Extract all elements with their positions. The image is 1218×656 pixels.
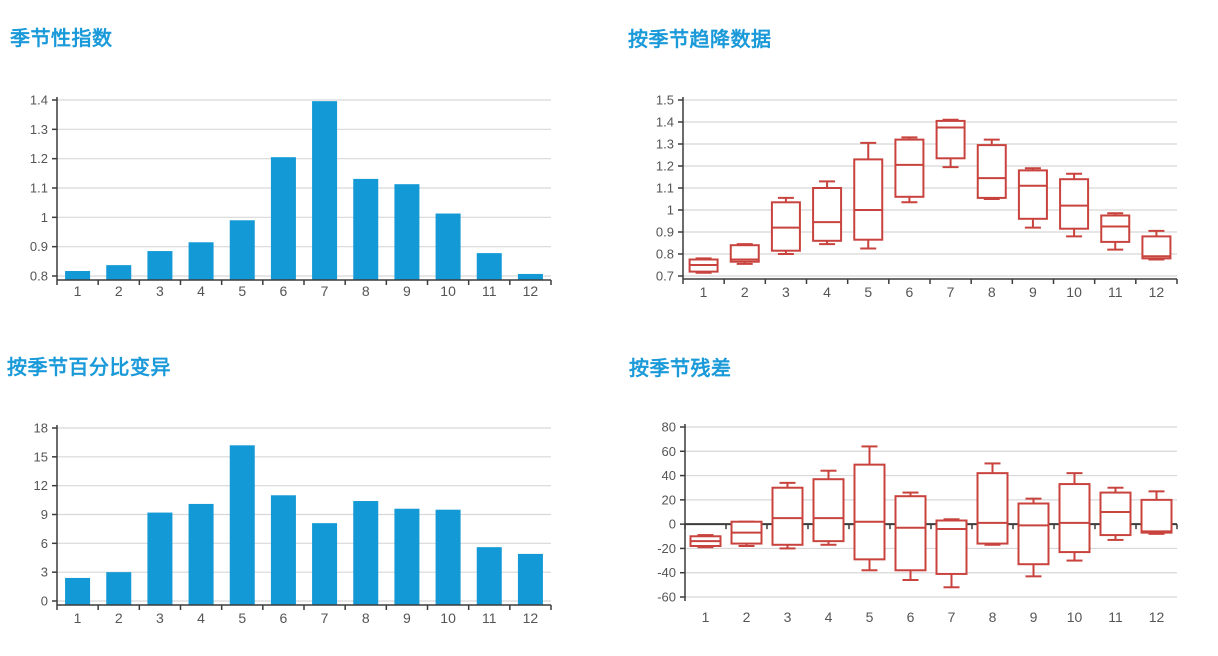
svg-text:6: 6 xyxy=(907,609,915,625)
svg-text:1.4: 1.4 xyxy=(656,115,674,130)
svg-text:80: 80 xyxy=(662,420,676,435)
svg-text:7: 7 xyxy=(947,284,955,300)
svg-text:12: 12 xyxy=(34,478,48,493)
svg-text:1.2: 1.2 xyxy=(30,151,48,166)
svg-text:1: 1 xyxy=(702,609,710,625)
svg-text:9: 9 xyxy=(403,283,411,299)
svg-text:1.3: 1.3 xyxy=(656,137,674,152)
svg-text:4: 4 xyxy=(197,283,205,299)
svg-text:6: 6 xyxy=(906,284,914,300)
chart-detrended-by-season: 按季节趋降数据 0.7 0.8 0.9 1 1.1 1.2 1.3 1.4 1.5 1 2 3 4 5 6 7… xyxy=(609,0,1218,328)
chart-title-seasonal-index: 季节性指数 xyxy=(10,28,113,50)
chart-seasonal-index: 季节性指数 0.8 0.9 1 1.1 1.2 1.3 1.4 1 2 3 4 5 6 7 8 9 10 11 12 xyxy=(0,0,609,328)
svg-text:0: 0 xyxy=(41,594,48,609)
svg-text:1.1: 1.1 xyxy=(30,181,48,196)
svg-text:5: 5 xyxy=(238,283,246,299)
svg-text:8: 8 xyxy=(362,610,370,626)
svg-text:18: 18 xyxy=(34,421,48,436)
chart-residuals-by-season: 按季节残差 -60 -40 -20 0 20 40 60 80 1 2 3 4 5 6 7 8 9 10 11 12 xyxy=(609,328,1218,656)
svg-text:4: 4 xyxy=(823,284,831,300)
svg-text:2: 2 xyxy=(741,284,749,300)
svg-text:12: 12 xyxy=(523,610,539,626)
svg-text:9: 9 xyxy=(1029,284,1037,300)
svg-text:0.9: 0.9 xyxy=(30,239,48,254)
svg-text:3: 3 xyxy=(41,565,48,580)
chart-title-percent-variation: 按季节百分比变异 xyxy=(7,357,171,379)
svg-text:0.9: 0.9 xyxy=(656,225,674,240)
svg-text:9: 9 xyxy=(403,610,411,626)
svg-text:1: 1 xyxy=(667,203,674,218)
svg-text:11: 11 xyxy=(1108,609,1123,625)
svg-text:10: 10 xyxy=(1067,609,1083,625)
svg-text:20: 20 xyxy=(662,492,676,507)
svg-text:5: 5 xyxy=(866,609,874,625)
svg-text:1: 1 xyxy=(700,284,708,300)
chart-percent-variation-by-season: 按季节百分比变异 0 3 6 9 12 15 18 1 2 3 4 5 6 7 8 9 10 11 12 xyxy=(0,328,609,656)
svg-text:0: 0 xyxy=(669,517,676,532)
svg-text:6: 6 xyxy=(280,283,288,299)
svg-text:1: 1 xyxy=(74,610,82,626)
svg-text:1.2: 1.2 xyxy=(656,159,674,174)
svg-text:11: 11 xyxy=(482,610,497,626)
svg-text:10: 10 xyxy=(440,283,456,299)
svg-text:11: 11 xyxy=(482,283,497,299)
svg-text:1.5: 1.5 xyxy=(656,93,674,108)
svg-text:10: 10 xyxy=(1066,284,1082,300)
svg-text:2: 2 xyxy=(115,610,123,626)
chart-title-residuals: 按季节残差 xyxy=(629,358,732,380)
svg-text:9: 9 xyxy=(41,507,48,522)
svg-text:5: 5 xyxy=(864,284,872,300)
svg-text:2: 2 xyxy=(743,609,751,625)
svg-text:6: 6 xyxy=(41,536,48,551)
svg-text:0.8: 0.8 xyxy=(30,269,48,284)
svg-text:7: 7 xyxy=(321,610,329,626)
svg-text:1.3: 1.3 xyxy=(30,122,48,137)
svg-text:12: 12 xyxy=(1149,284,1165,300)
svg-text:4: 4 xyxy=(825,609,833,625)
svg-text:-20: -20 xyxy=(657,541,676,556)
svg-text:0.7: 0.7 xyxy=(656,269,674,284)
svg-text:10: 10 xyxy=(440,610,456,626)
svg-text:2: 2 xyxy=(115,283,123,299)
svg-text:1.4: 1.4 xyxy=(30,93,48,108)
svg-text:11: 11 xyxy=(1108,284,1123,300)
svg-text:5: 5 xyxy=(238,610,246,626)
svg-text:8: 8 xyxy=(989,609,997,625)
svg-text:7: 7 xyxy=(948,609,956,625)
svg-text:4: 4 xyxy=(197,610,205,626)
svg-text:-40: -40 xyxy=(657,565,676,580)
svg-text:60: 60 xyxy=(662,444,676,459)
svg-text:1.1: 1.1 xyxy=(656,181,674,196)
svg-text:6: 6 xyxy=(280,610,288,626)
svg-text:15: 15 xyxy=(34,449,48,464)
svg-text:40: 40 xyxy=(662,468,676,483)
chart-title-detrended-by-season: 按季节趋降数据 xyxy=(628,29,772,51)
seasonal-index-bar-plot: 0.80.911.11.21.31.41 2 3 4 5 6 7 8 9 10 11 12 xyxy=(30,93,552,299)
svg-text:0.8: 0.8 xyxy=(656,247,674,262)
svg-text:12: 12 xyxy=(1149,609,1165,625)
svg-text:3: 3 xyxy=(782,284,790,300)
svg-text:12: 12 xyxy=(523,283,539,299)
detrended-box-plot: 0.70.80.911.11.21.31.41.51 2 3 4 5 6 7 8 9 10 11 12 xyxy=(656,93,1178,300)
svg-text:3: 3 xyxy=(156,283,164,299)
svg-text:3: 3 xyxy=(784,609,792,625)
svg-text:9: 9 xyxy=(1030,609,1038,625)
svg-text:1: 1 xyxy=(41,210,48,225)
svg-text:1: 1 xyxy=(74,283,82,299)
svg-text:8: 8 xyxy=(988,284,996,300)
svg-text:8: 8 xyxy=(362,283,370,299)
svg-text:3: 3 xyxy=(156,610,164,626)
svg-text:7: 7 xyxy=(321,283,329,299)
svg-text:-60: -60 xyxy=(657,590,676,605)
